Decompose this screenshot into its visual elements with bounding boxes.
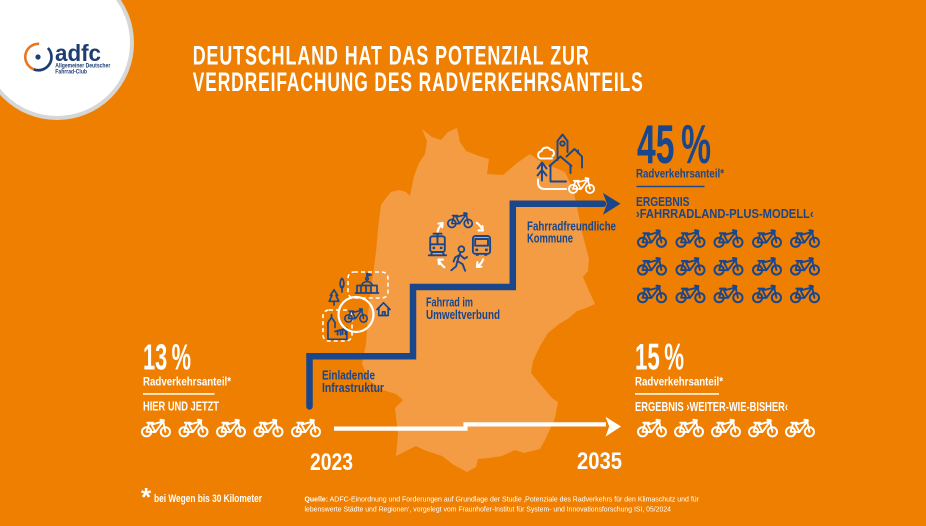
- svg-text:HIER UND JETZT: HIER UND JETZT: [143, 400, 219, 414]
- svg-text:Allgemeiner Deutscher: Allgemeiner Deutscher: [55, 62, 110, 69]
- svg-text:Infrastruktur: Infrastruktur: [322, 381, 384, 395]
- svg-text:2035: 2035: [577, 448, 622, 475]
- svg-text:ERGEBNIS ›WEITER-WIE-BISHER‹: ERGEBNIS ›WEITER-WIE-BISHER‹: [635, 399, 788, 414]
- svg-text:Fahrrad im: Fahrrad im: [426, 296, 473, 310]
- svg-text:Fahrrad-Club: Fahrrad-Club: [55, 69, 87, 76]
- svg-text:Fahrradfreundliche: Fahrradfreundliche: [527, 220, 616, 234]
- svg-text:Umweltverbund: Umweltverbund: [426, 308, 500, 322]
- svg-text:13 %: 13 %: [143, 337, 191, 378]
- svg-text:Quelle: ADFC-Einordnung und Fo: Quelle: ADFC-Einordnung und Forderungen …: [305, 495, 700, 504]
- svg-text:Radverkehrsanteil*: Radverkehrsanteil*: [143, 377, 231, 389]
- svg-text:*: *: [141, 482, 152, 512]
- svg-text:bei Wegen bis 30 Kilometer: bei Wegen bis 30 Kilometer: [154, 493, 263, 505]
- svg-text:Radverkehrsanteil*: Radverkehrsanteil*: [635, 377, 723, 389]
- svg-text:DEUTSCHLAND HAT DAS POTENZIAL: DEUTSCHLAND HAT DAS POTENZIAL ZUR: [193, 40, 590, 71]
- svg-text:45 %: 45 %: [637, 113, 711, 175]
- svg-text:lebenswerte Städte und Regione: lebenswerte Städte und Regionen‘, vorgel…: [305, 504, 672, 513]
- svg-text:ERGEBNIS: ERGEBNIS: [636, 194, 690, 209]
- svg-text:15 %: 15 %: [635, 337, 684, 378]
- svg-text:adfc: adfc: [55, 40, 101, 66]
- svg-text:2023: 2023: [310, 449, 353, 476]
- svg-text:›FAHRRADLAND-PLUS-MODELL‹: ›FAHRRADLAND-PLUS-MODELL‹: [636, 206, 814, 221]
- svg-text:Kommune: Kommune: [527, 232, 573, 246]
- svg-text:VERDREIFACHUNG DES RADVERKEHRS: VERDREIFACHUNG DES RADVERKEHRSANTEILS: [193, 66, 644, 97]
- svg-text:Einladende: Einladende: [322, 369, 375, 383]
- svg-text:Radverkehrsanteil*: Radverkehrsanteil*: [636, 169, 724, 181]
